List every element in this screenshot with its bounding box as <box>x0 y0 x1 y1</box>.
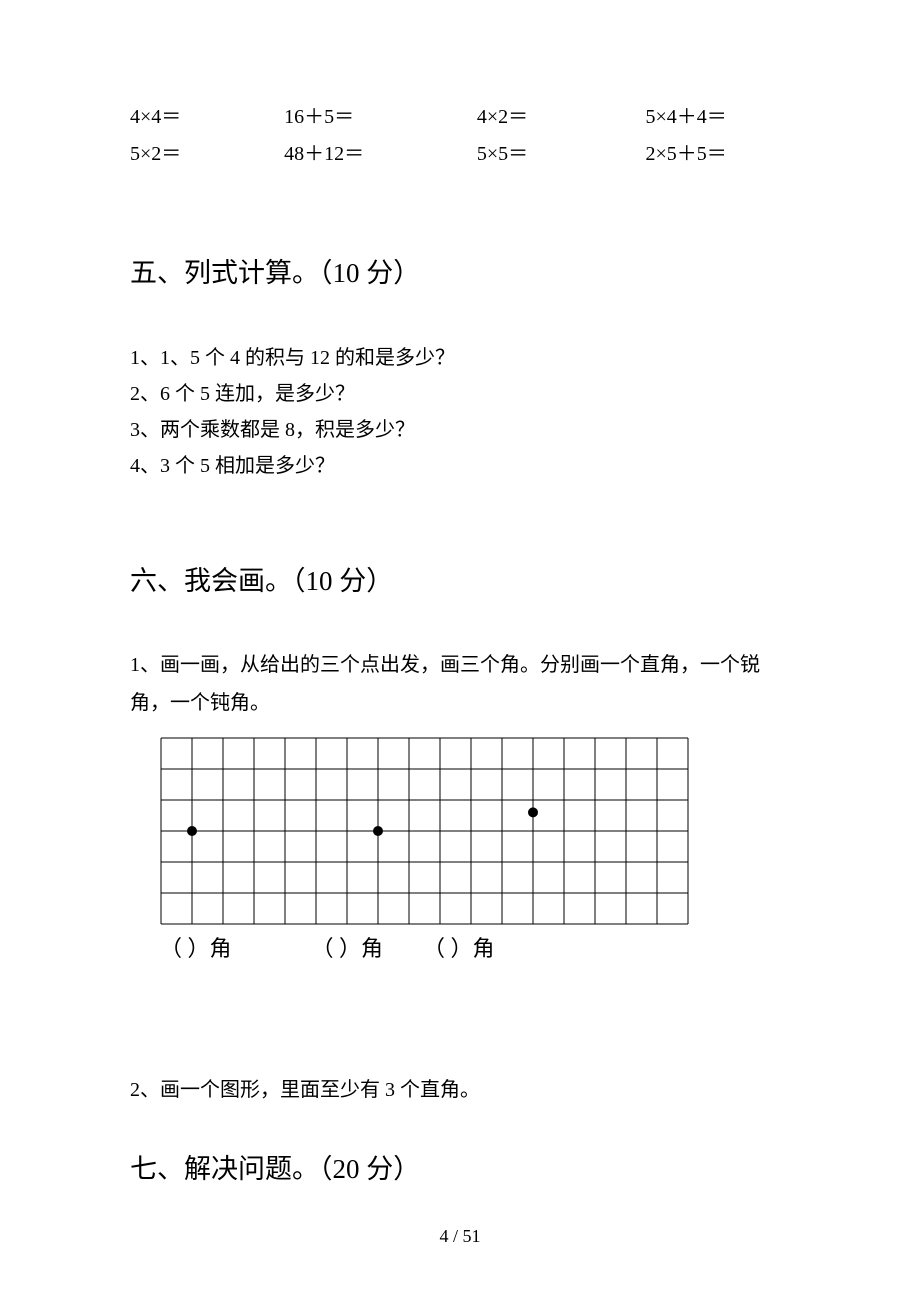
equation: 4×4＝ <box>130 100 284 129</box>
equation: 5×5＝ <box>477 137 646 166</box>
section-6-q2: 2、画一个图形，里面至少有 3 个直角。 <box>130 1073 790 1102</box>
list-item: 1、1、5 个 4 的积与 12 的和是多少？ <box>130 340 790 376</box>
section-7-heading: 七、解决问题。（20 分） <box>130 1147 790 1186</box>
angle-label-1: （ ）角 <box>160 931 232 963</box>
equation: 5×2＝ <box>130 137 284 166</box>
list-item: 2、6 个 5 连加，是多少？ <box>130 376 790 412</box>
equation: 2×5＋5＝ <box>645 137 790 166</box>
section-5-items: 1、1、5 个 4 的积与 12 的和是多少？ 2、6 个 5 连加，是多少？ … <box>130 340 790 484</box>
equations-block: 4×4＝ 16＋5＝ 4×2＝ 5×4＋4＝ 5×2＝ 48＋12＝ 5×5＝ … <box>130 100 790 166</box>
equations-row-1: 4×4＝ 16＋5＝ 4×2＝ 5×4＋4＝ <box>130 100 790 129</box>
equation: 48＋12＝ <box>284 137 477 166</box>
equation: 16＋5＝ <box>284 100 477 129</box>
page-number: 4 / 51 <box>0 1226 920 1247</box>
angle-label-2: （ ）角 <box>312 931 384 963</box>
equation: 5×4＋4＝ <box>645 100 790 129</box>
equations-row-2: 5×2＝ 48＋12＝ 5×5＝ 2×5＋5＝ <box>130 137 790 166</box>
equation: 4×2＝ <box>477 100 646 129</box>
section-6-q1: 1、画一画，从给出的三个点出发，画三个角。分别画一个直角，一个锐角，一个钝角。 <box>130 646 790 722</box>
list-item: 4、3 个 5 相加是多少？ <box>130 448 790 484</box>
list-item: 3、两个乘数都是 8，积是多少？ <box>130 412 790 448</box>
angle-label-3: （ ）角 <box>423 931 495 963</box>
angle-grid <box>160 737 689 925</box>
angle-grid-labels: （ ）角 （ ）角 （ ）角 <box>160 931 790 963</box>
section-6-heading: 六、我会画。（10 分） <box>130 559 790 598</box>
section-5-heading: 五、列式计算。（10 分） <box>130 251 790 290</box>
angle-grid-wrapper: （ ）角 （ ）角 （ ）角 <box>160 737 790 963</box>
